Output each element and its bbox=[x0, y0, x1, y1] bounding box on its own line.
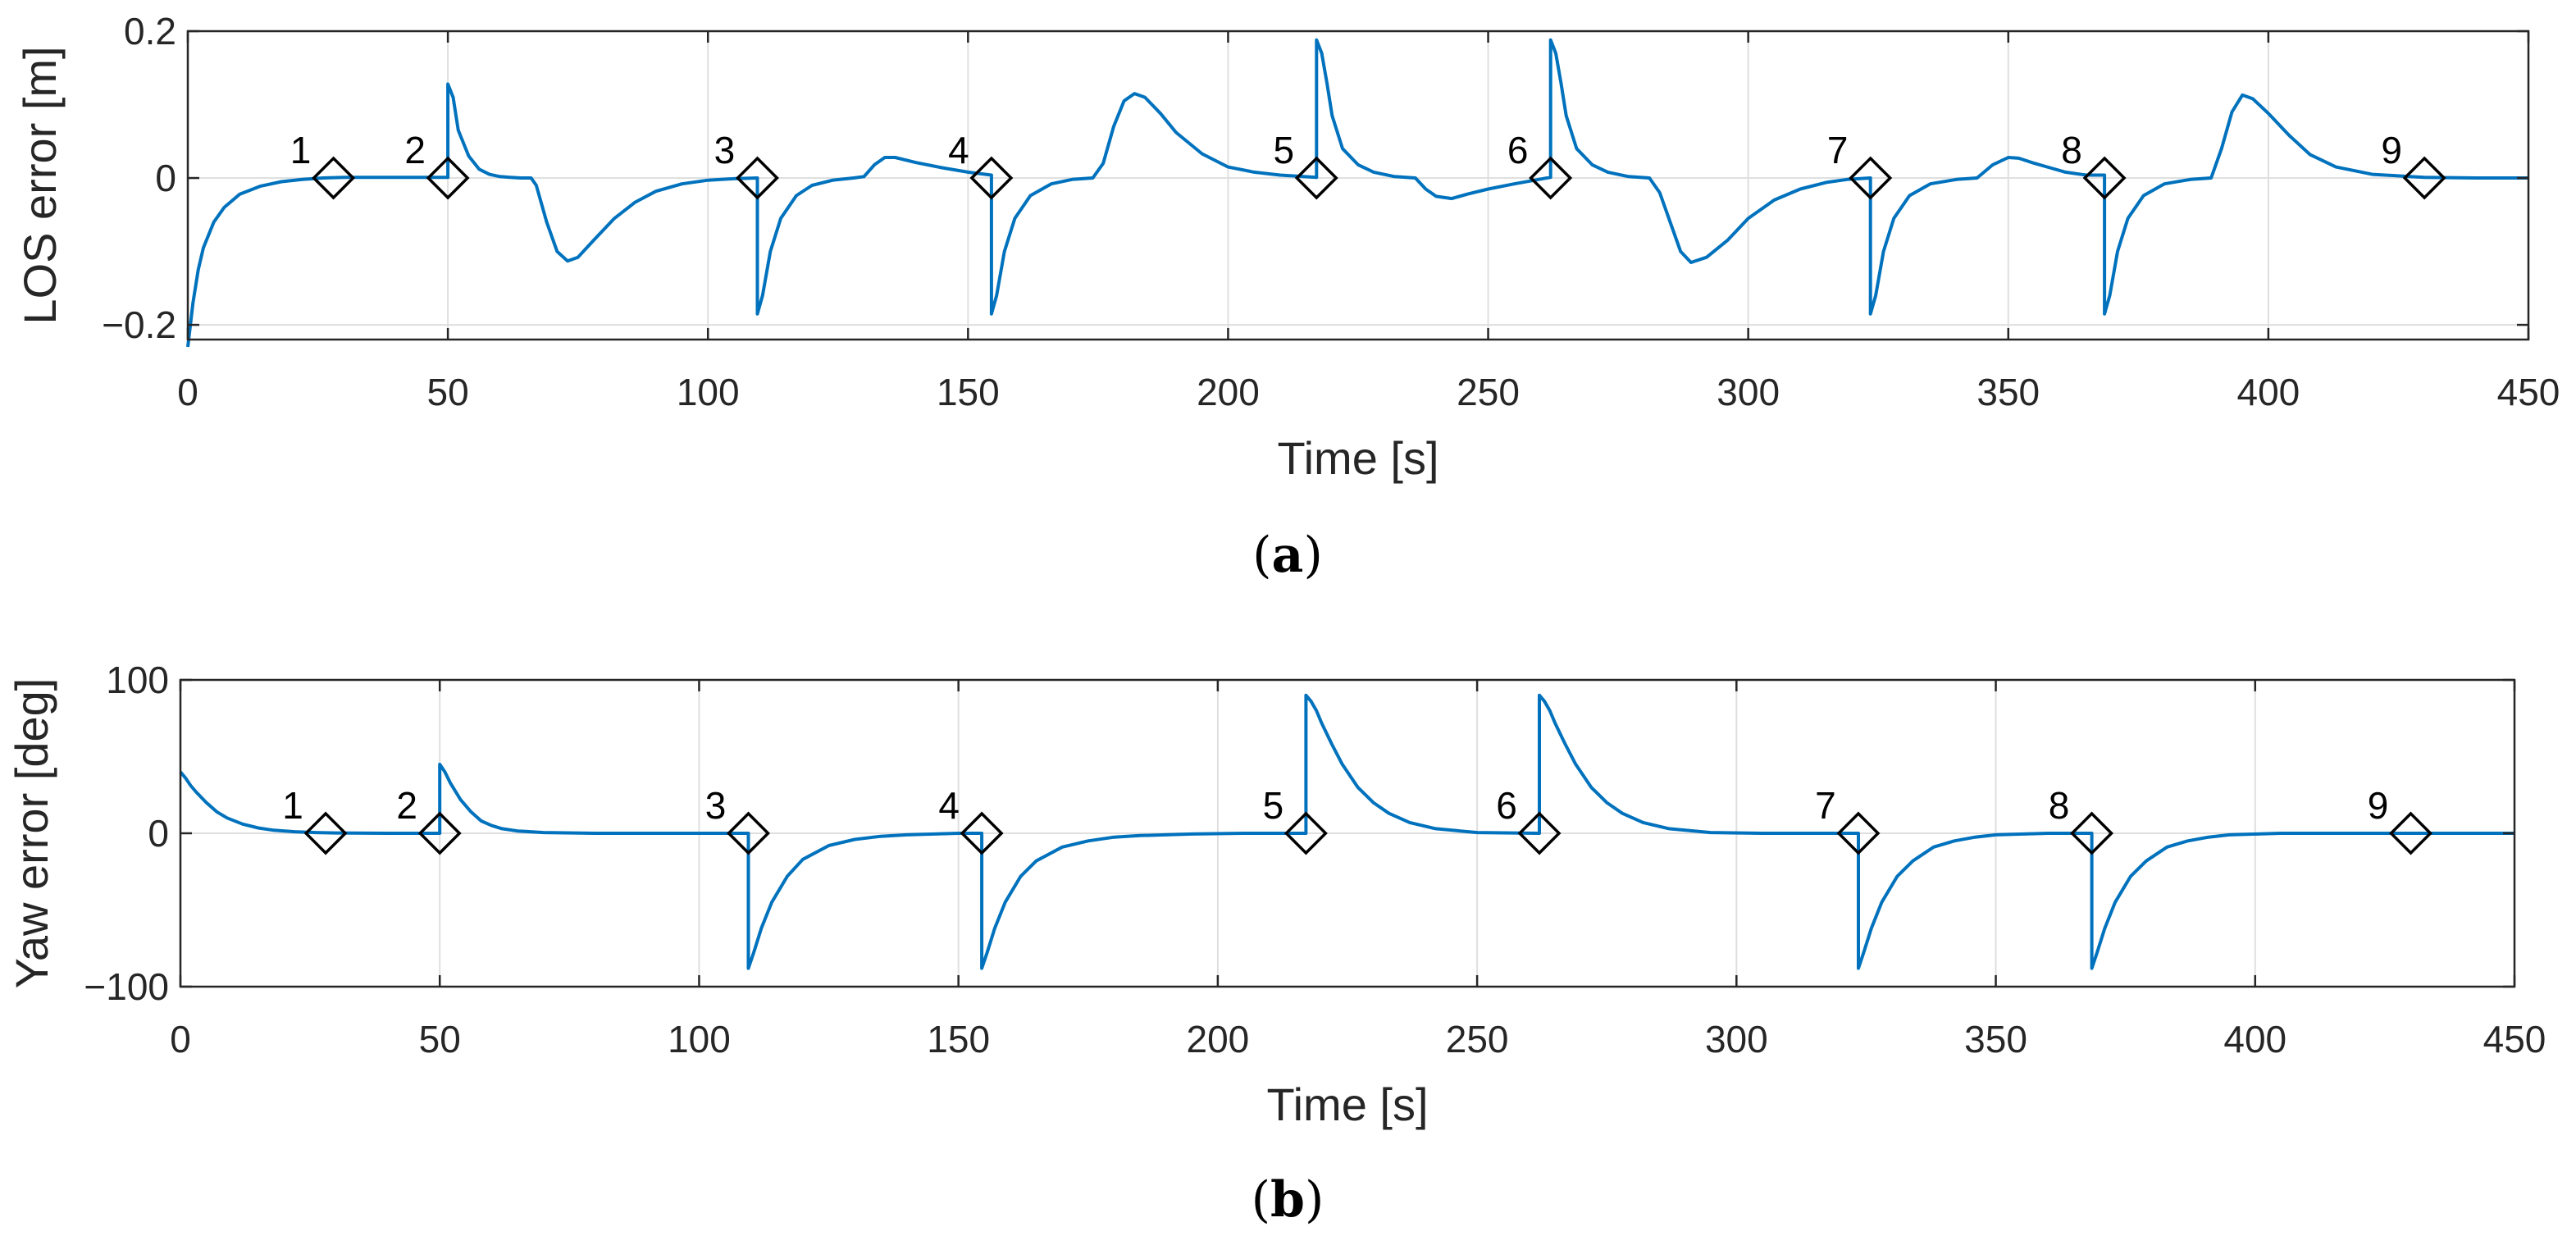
waypoint-label: 9 bbox=[2381, 129, 2402, 171]
waypoint-marker bbox=[1836, 811, 1881, 855]
y-tick-label: 100 bbox=[106, 659, 169, 701]
waypoint-marker bbox=[1529, 156, 1573, 200]
x-tick-label: 450 bbox=[2497, 371, 2560, 413]
waypoint-label: 1 bbox=[282, 784, 303, 827]
waypoint-label: 4 bbox=[938, 784, 960, 827]
x-tick-label: 100 bbox=[677, 371, 740, 413]
waypoint-label: 7 bbox=[1815, 784, 1836, 827]
waypoint-label: 1 bbox=[290, 129, 312, 171]
waypoint-label: 8 bbox=[2049, 784, 2070, 827]
waypoint-marker bbox=[2082, 156, 2127, 200]
x-tick-label: 50 bbox=[427, 371, 469, 413]
x-tick-label: 300 bbox=[1717, 371, 1780, 413]
plot-area bbox=[188, 31, 2528, 340]
series-line bbox=[179, 693, 2514, 970]
waypoint-label: 2 bbox=[404, 129, 426, 171]
y-axis-title: LOS error [m] bbox=[14, 46, 66, 324]
waypoint-marker bbox=[969, 156, 1014, 200]
waypoint-marker bbox=[303, 811, 348, 855]
waypoint-label: 3 bbox=[705, 784, 727, 827]
waypoint-marker bbox=[2402, 156, 2446, 200]
waypoint-label: 8 bbox=[2061, 129, 2082, 171]
waypoint-marker bbox=[312, 156, 356, 200]
x-tick-label: 200 bbox=[1187, 1018, 1250, 1060]
waypoint-label: 9 bbox=[2368, 784, 2389, 827]
x-tick-label: 100 bbox=[668, 1018, 731, 1060]
x-tick-label: 350 bbox=[1964, 1018, 2027, 1060]
x-tick-label: 150 bbox=[937, 371, 1000, 413]
x-tick-label: 0 bbox=[177, 371, 198, 413]
panel-b: 0 50 100 150 200 250 300 350 400 450−1000100Time … bbox=[6, 659, 2546, 1130]
waypoint-marker bbox=[735, 156, 779, 200]
waypoint-label: 7 bbox=[1827, 129, 1849, 171]
x-tick-label: 0 bbox=[170, 1018, 191, 1060]
panel-a-caption: (a) bbox=[1252, 527, 1323, 584]
waypoint-marker bbox=[2389, 811, 2432, 855]
waypoint-marker bbox=[1517, 811, 1562, 855]
panel-a: 0 50 100 150 200 250 300 350 400 450−0.200.2Time … bbox=[14, 10, 2560, 484]
x-tick-label: 250 bbox=[1457, 371, 1520, 413]
x-tick-label: 200 bbox=[1197, 371, 1260, 413]
x-axis-title: Time [s] bbox=[1277, 432, 1438, 484]
waypoint-marker bbox=[1849, 156, 1893, 200]
waypoint-marker bbox=[1294, 156, 1338, 200]
waypoint-label: 5 bbox=[1263, 784, 1284, 827]
y-tick-label: 0.2 bbox=[124, 10, 176, 52]
x-tick-label: 400 bbox=[2237, 371, 2300, 413]
waypoint-marker bbox=[2070, 811, 2114, 855]
y-tick-label: −0.2 bbox=[102, 303, 176, 346]
axes-frame bbox=[186, 30, 2530, 341]
waypoint-marker bbox=[426, 156, 470, 200]
waypoint-label: 5 bbox=[1273, 129, 1294, 171]
x-tick-label: 450 bbox=[2483, 1018, 2546, 1060]
x-tick-label: 300 bbox=[1705, 1018, 1768, 1060]
waypoint-label: 2 bbox=[396, 784, 417, 827]
waypoint-marker bbox=[417, 811, 462, 855]
waypoint-label: 6 bbox=[1507, 129, 1529, 171]
waypoint-label: 6 bbox=[1496, 784, 1517, 827]
y-tick-label: −100 bbox=[84, 965, 169, 1008]
x-tick-label: 350 bbox=[1976, 371, 2040, 413]
waypoint-label: 3 bbox=[714, 129, 736, 171]
waypoint-marker bbox=[960, 811, 1004, 855]
y-tick-label: 0 bbox=[148, 812, 169, 855]
panel-b-caption: (b) bbox=[1252, 1171, 1324, 1229]
x-tick-label: 50 bbox=[419, 1018, 461, 1060]
x-tick-label: 400 bbox=[2223, 1018, 2286, 1060]
waypoint-label: 4 bbox=[948, 129, 969, 171]
x-tick-label: 250 bbox=[1446, 1018, 1509, 1060]
y-tick-label: 0 bbox=[155, 157, 176, 199]
waypoint-marker bbox=[727, 811, 771, 855]
x-axis-title: Time [s] bbox=[1266, 1079, 1428, 1130]
waypoint-marker bbox=[1283, 811, 1328, 855]
x-tick-label: 150 bbox=[927, 1018, 990, 1060]
y-axis-title: Yaw error [deg] bbox=[6, 678, 57, 989]
